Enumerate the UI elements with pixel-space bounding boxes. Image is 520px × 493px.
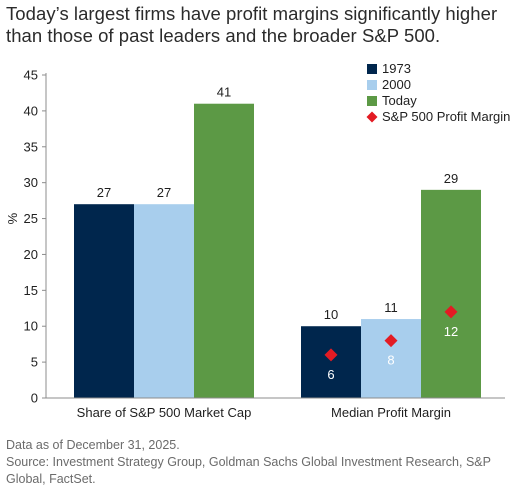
bar-value-label: 10 (324, 307, 338, 322)
date-note: Data as of December 31, 2025. (6, 438, 180, 452)
bar-value-label: 11 (384, 300, 398, 315)
sp500-value-label: 8 (387, 353, 394, 368)
y-tick-label: 35 (24, 139, 38, 154)
data-labels: 27 27 41 10 11 29 (97, 85, 458, 323)
sp500-diamond (444, 305, 458, 319)
y-tick-label: 10 (24, 319, 38, 334)
y-axis: 0 5 10 15 20 25 30 35 40 45% (5, 68, 47, 406)
bar-today (421, 189, 481, 398)
chart-title: Today’s largest firms have profit margin… (6, 3, 498, 46)
source-note: Source: Investment Strategy Group, Goldm… (6, 455, 491, 486)
sp500-diamond (324, 348, 338, 362)
legend-label: S&P 500 Profit Margin (382, 109, 510, 124)
sp500-markers: 6 8 12 (324, 305, 458, 382)
y-tick-label: 30 (24, 175, 38, 190)
bar-value-label: 41 (217, 85, 231, 100)
bar-1973 (301, 326, 361, 398)
legend-label: 2000 (382, 77, 411, 92)
bars (74, 103, 481, 398)
chart-area: 0 5 10 15 20 25 30 35 40 45% 27 27 41 10 11 29 6 8 12 Sh… (0, 58, 520, 430)
x-axis: Share of S&P 500 Market Cap Median Profit… (46, 397, 505, 420)
legend-swatch-today (367, 96, 377, 106)
bar-2000 (134, 204, 194, 398)
bar-chart: 0 5 10 15 20 25 30 35 40 45% 27 27 41 10 11 29 6 8 12 Sh… (5, 61, 510, 420)
y-tick-label: 25 (24, 211, 38, 226)
y-tick-label: 40 (24, 103, 38, 118)
legend-swatch-2000 (367, 80, 377, 90)
sp500-value-label: 6 (327, 367, 334, 382)
y-tick-label: 0 (31, 391, 38, 406)
y-tick-label: 45 (24, 68, 38, 83)
bar-value-label: 29 (444, 171, 458, 186)
chart-notes: Data as of December 31, 2025. Source: In… (6, 437, 511, 488)
bar-value-label: 27 (157, 185, 171, 200)
y-tick-label: 5 (31, 355, 38, 370)
sp500-diamond (384, 334, 398, 348)
bar-1973 (74, 204, 134, 398)
sp500-value-label: 12 (444, 324, 458, 339)
bar-value-label: 27 (97, 185, 111, 200)
bar-2000 (361, 319, 421, 398)
legend-swatch-1973 (367, 64, 377, 74)
y-axis-label: % (5, 212, 20, 224)
x-category-label: Median Profit Margin (331, 405, 451, 420)
y-tick-label: 15 (24, 283, 38, 298)
bar-today (194, 103, 254, 398)
x-category-label: Share of S&P 500 Market Cap (77, 405, 252, 420)
legend-label: Today (382, 93, 417, 108)
y-tick-label: 20 (24, 247, 38, 262)
legend-swatch-diamond (366, 111, 378, 123)
legend-label: 1973 (382, 61, 411, 76)
